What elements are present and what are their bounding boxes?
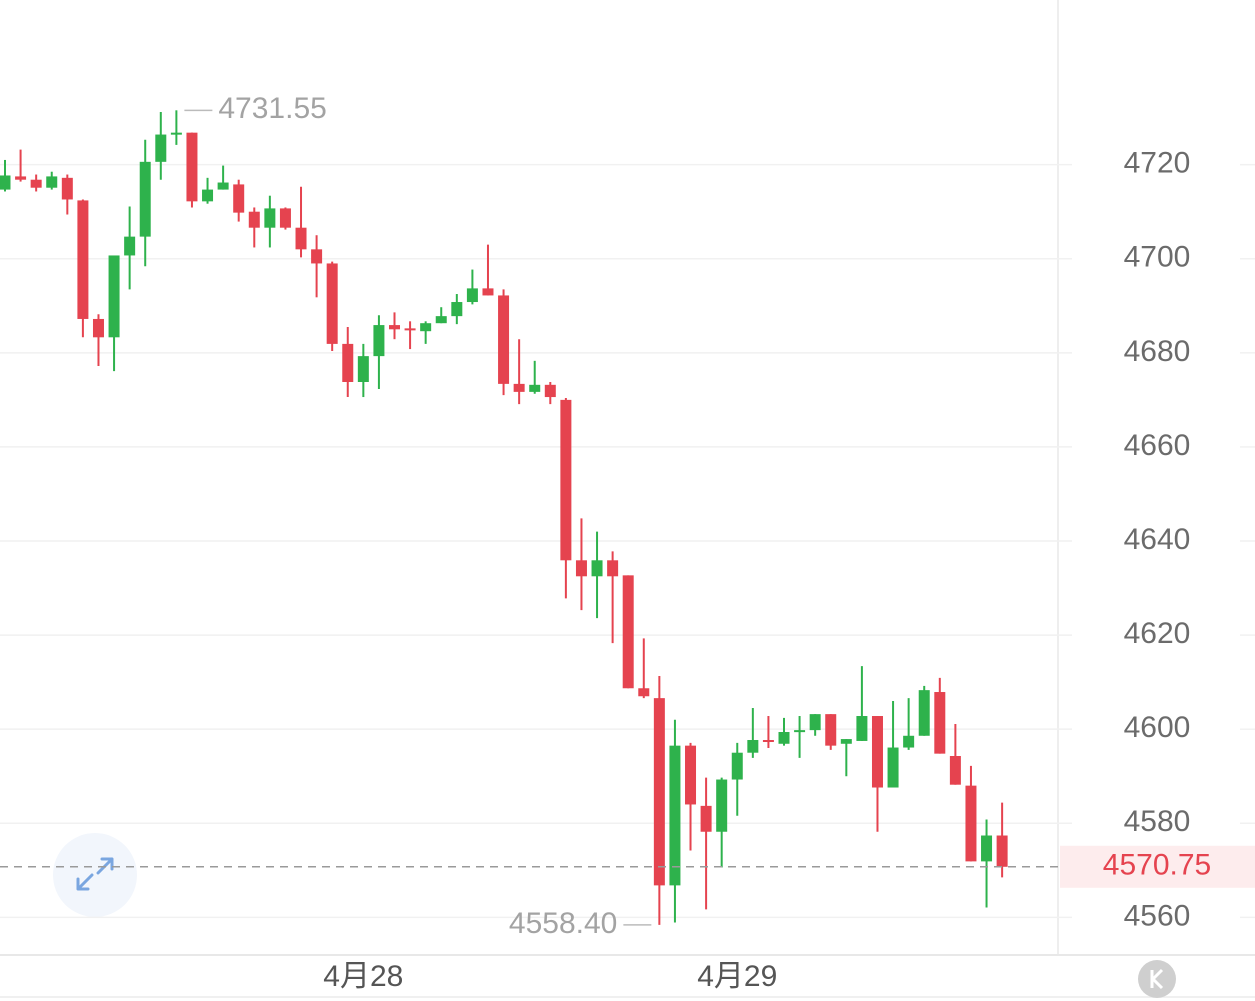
candle-body bbox=[575, 560, 587, 577]
last-price-label: 4570.75 bbox=[1103, 849, 1211, 882]
candle-body bbox=[264, 208, 276, 228]
candle-body bbox=[170, 132, 182, 135]
candle-body bbox=[451, 302, 463, 317]
kline-icon[interactable] bbox=[1150, 968, 1164, 990]
candle-body bbox=[77, 200, 89, 319]
candle-body bbox=[389, 325, 400, 330]
last-price-bg bbox=[1060, 845, 1255, 888]
candle-body bbox=[92, 318, 104, 338]
candle-body bbox=[560, 399, 572, 561]
x-tick-label: 4月28 bbox=[323, 960, 403, 993]
min-label: 4558.40 bbox=[509, 907, 617, 940]
candle-body bbox=[61, 177, 73, 200]
candle-body bbox=[124, 236, 136, 256]
kline-button[interactable] bbox=[1138, 960, 1176, 998]
candle-body bbox=[653, 698, 665, 886]
candle-body bbox=[638, 688, 650, 697]
y-tick-label: 4560 bbox=[1124, 899, 1191, 932]
candle-body bbox=[279, 208, 291, 228]
candle-body bbox=[342, 343, 354, 382]
candle-body bbox=[466, 288, 478, 303]
candle-body bbox=[716, 779, 728, 832]
candle-body bbox=[871, 716, 883, 788]
candle-body bbox=[825, 714, 837, 746]
candle-body bbox=[373, 325, 385, 357]
candle-body bbox=[482, 288, 494, 296]
candle-body bbox=[965, 785, 977, 862]
candle-body bbox=[934, 692, 946, 754]
candle-body bbox=[591, 560, 603, 577]
candle-body bbox=[669, 745, 681, 886]
candle-body bbox=[903, 735, 915, 748]
candle-body bbox=[700, 805, 712, 832]
y-tick-label: 4700 bbox=[1124, 241, 1191, 274]
kline-circle[interactable] bbox=[1138, 960, 1176, 998]
candle-body bbox=[607, 560, 619, 577]
candle-body bbox=[685, 745, 697, 805]
candle-body bbox=[202, 189, 214, 202]
y-tick-label: 4680 bbox=[1124, 335, 1191, 368]
y-tick-label: 4660 bbox=[1124, 429, 1191, 462]
candle-body bbox=[139, 161, 151, 237]
candle-body bbox=[186, 132, 198, 202]
candle-body bbox=[435, 316, 447, 324]
y-tick-label: 4640 bbox=[1124, 523, 1191, 556]
candle-body bbox=[887, 747, 899, 788]
candle-body bbox=[513, 383, 525, 392]
candle-body bbox=[233, 184, 245, 213]
candle-body bbox=[856, 716, 868, 741]
candle-body bbox=[404, 328, 416, 331]
candle-body bbox=[809, 714, 821, 731]
candle-body bbox=[295, 227, 307, 250]
candle-body bbox=[15, 176, 27, 180]
expand-icon[interactable] bbox=[76, 857, 114, 891]
candle-body bbox=[747, 740, 759, 753]
candle-body bbox=[731, 752, 743, 780]
candle-body bbox=[46, 176, 58, 188]
candle-body bbox=[622, 575, 634, 689]
candle-body bbox=[0, 175, 11, 190]
y-tick-label: 4720 bbox=[1124, 147, 1191, 180]
candle-body bbox=[498, 295, 510, 384]
y-tick-label: 4580 bbox=[1124, 805, 1191, 838]
candle-body bbox=[996, 835, 1008, 867]
candle-body bbox=[217, 182, 229, 190]
candle-body bbox=[311, 249, 323, 264]
candle-body bbox=[544, 384, 556, 398]
y-tick-label: 4600 bbox=[1124, 711, 1191, 744]
candle-body bbox=[778, 732, 790, 744]
candle-body bbox=[108, 255, 120, 338]
candle-body bbox=[248, 211, 260, 228]
candle-body bbox=[794, 730, 806, 733]
candle-body bbox=[30, 179, 42, 188]
candle-body bbox=[762, 740, 774, 743]
candle-body bbox=[949, 756, 961, 785]
candle-body bbox=[529, 384, 541, 392]
x-tick-label: 4月29 bbox=[697, 960, 777, 993]
candle-body bbox=[155, 134, 167, 162]
candle-body bbox=[357, 356, 369, 382]
candle-body bbox=[840, 739, 852, 744]
candle-body bbox=[918, 690, 930, 736]
y-tick-label: 4620 bbox=[1124, 617, 1191, 650]
expand-button[interactable] bbox=[53, 833, 137, 917]
candle-body bbox=[981, 835, 993, 862]
candle-body bbox=[326, 263, 338, 344]
expand-circle[interactable] bbox=[53, 833, 137, 917]
max-label: 4731.55 bbox=[218, 92, 326, 125]
candle-body bbox=[420, 323, 432, 332]
